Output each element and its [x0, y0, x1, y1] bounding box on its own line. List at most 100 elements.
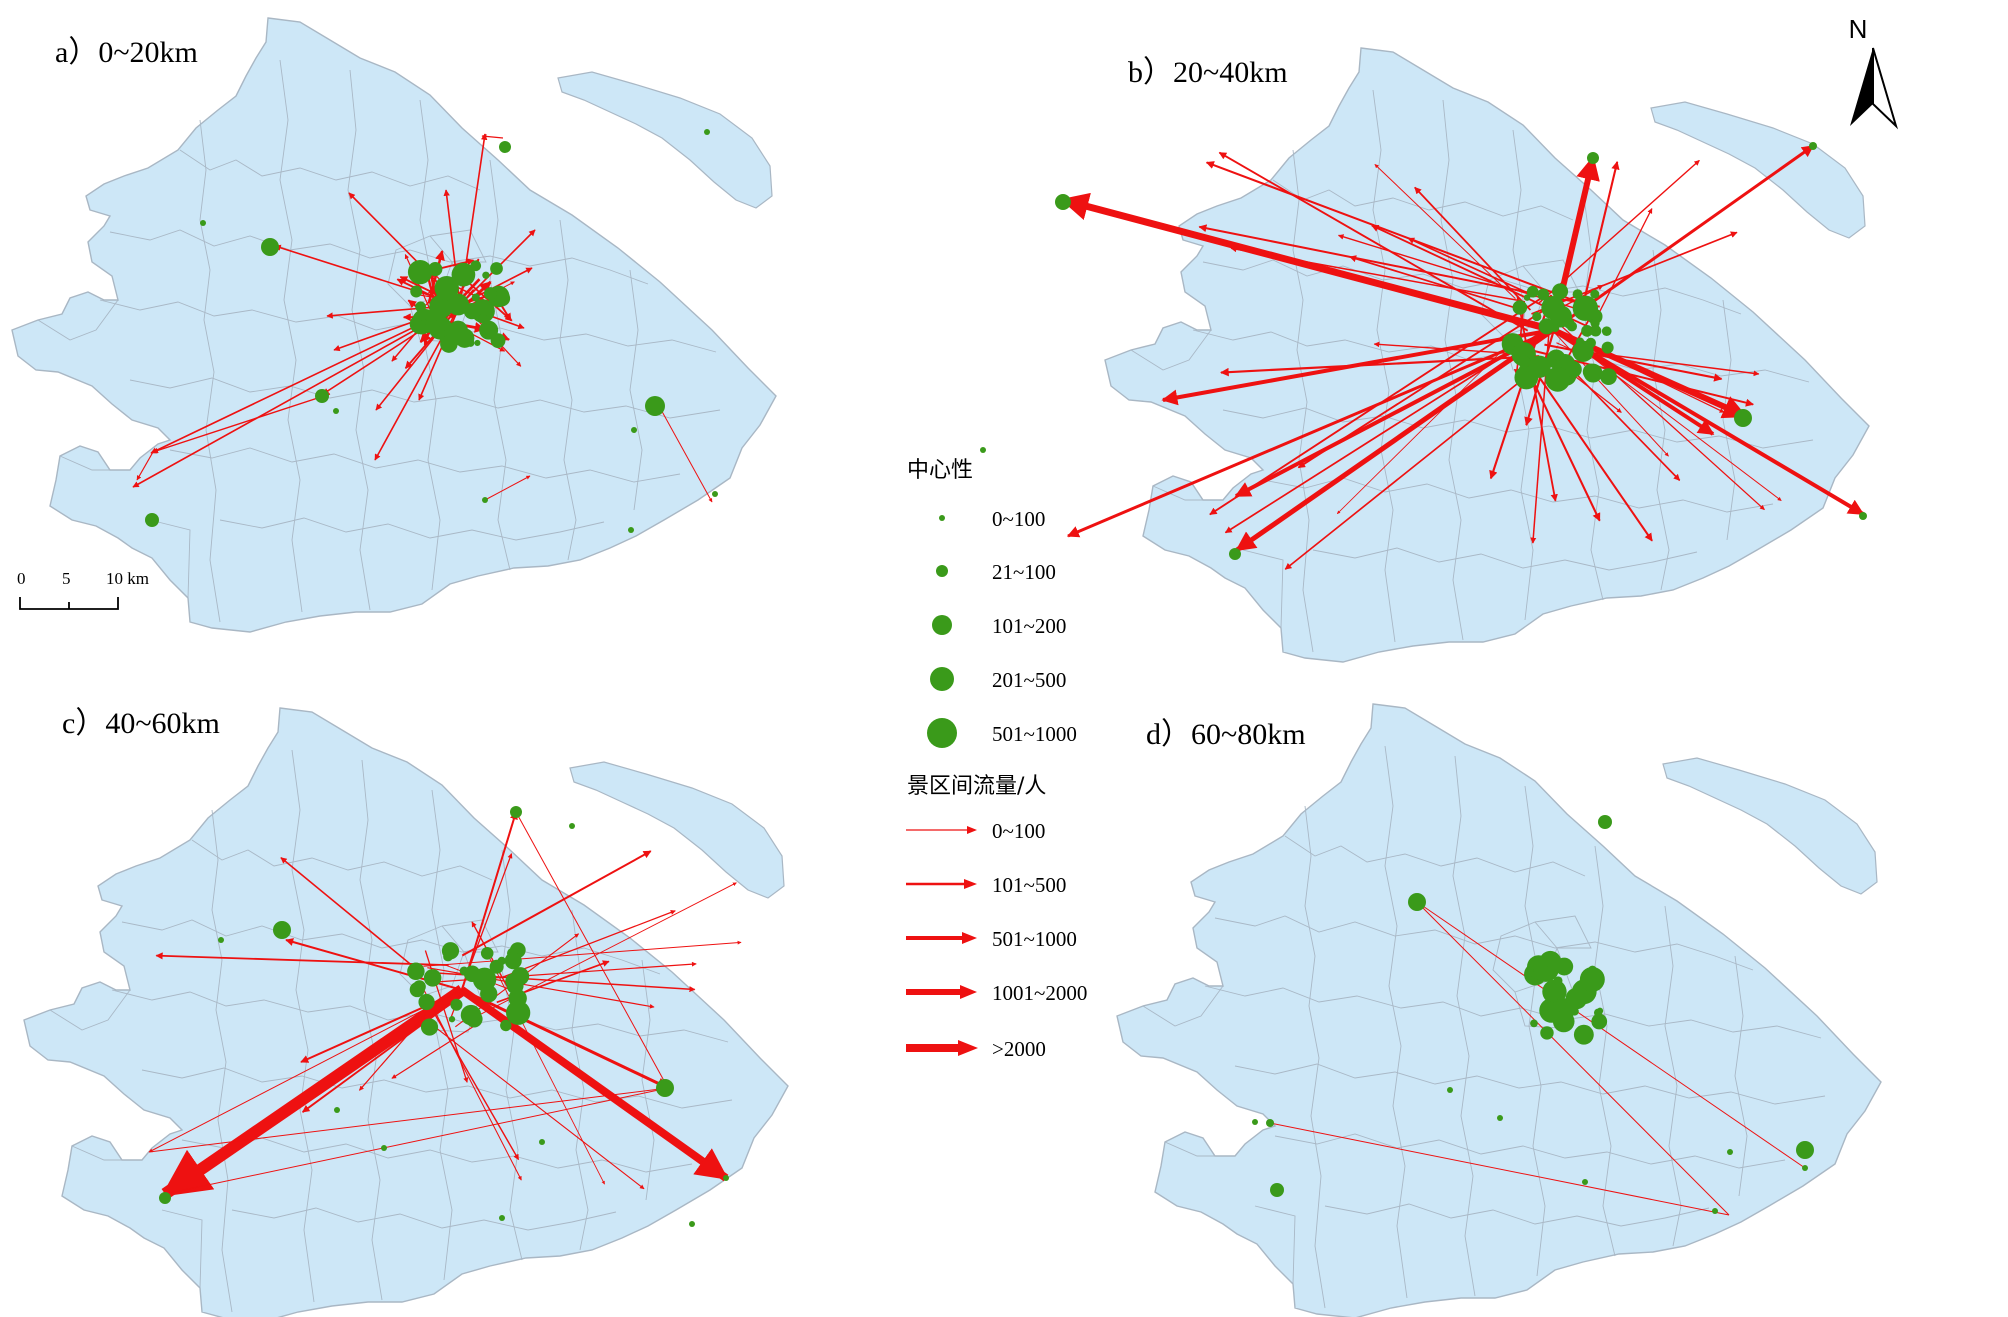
flow-arrow	[1220, 355, 1540, 377]
scenic-node	[1518, 355, 1531, 368]
legend-node-3	[930, 667, 954, 691]
flow-arrow	[423, 940, 742, 967]
flow-arrow	[1516, 295, 1558, 502]
legend-node-0	[939, 515, 945, 521]
scenic-node	[1533, 963, 1550, 981]
scenic-node	[447, 293, 470, 316]
scenic-node	[1600, 368, 1617, 386]
scenic-node	[1541, 295, 1565, 320]
scale-bar: 0 5 10 km	[17, 569, 149, 610]
scenic-node	[334, 1107, 340, 1113]
node-points	[1252, 815, 1814, 1214]
flow-arrow	[449, 853, 513, 1022]
flow-arrow	[1230, 246, 1522, 302]
legend-centrality-0: 0~100	[992, 507, 1045, 531]
flow-arrow	[1416, 901, 1730, 1216]
flow-arrow	[420, 1016, 645, 1190]
flow-arrow	[1416, 901, 1806, 1169]
north-arrow-left-half	[1850, 48, 1873, 126]
scenic-node	[381, 1145, 387, 1151]
scenic-node	[1591, 1013, 1608, 1030]
flow-arrow	[418, 304, 461, 401]
scenic-node	[1601, 326, 1612, 337]
scenic-node	[1542, 979, 1567, 1004]
flow-arrow	[1349, 255, 1518, 310]
scenic-node	[478, 313, 489, 324]
scenic-node	[1712, 1208, 1718, 1214]
scenic-node	[1538, 318, 1555, 335]
flow-arrow	[422, 988, 522, 1181]
panel-b-map	[980, 47, 1870, 663]
flow-arrow	[161, 985, 466, 1199]
flow-arrow	[1205, 161, 1586, 306]
panel-b-title: b）20~40km	[1128, 56, 1288, 89]
scenic-node	[474, 339, 481, 346]
scenic-node	[1573, 1024, 1594, 1045]
scenic-node	[631, 427, 637, 433]
scenic-node	[483, 287, 497, 301]
scenic-node	[460, 1004, 482, 1026]
panel-a-title: a）0~20km	[55, 36, 198, 69]
scenic-node	[645, 396, 665, 416]
flow-arrow	[461, 811, 518, 991]
scenic-node	[472, 967, 497, 992]
scenic-node	[1528, 355, 1551, 378]
scenic-node	[1565, 361, 1582, 378]
flow-arrow	[1552, 144, 1814, 332]
scenic-node	[1859, 512, 1867, 520]
chongming-island	[1662, 757, 1878, 895]
scenic-node	[1809, 142, 1817, 150]
scenic-node	[1581, 324, 1593, 337]
scenic-node	[479, 320, 499, 340]
panel-a-map: a）0~20km	[11, 17, 777, 633]
scenic-node	[1601, 341, 1614, 354]
scenic-node	[1512, 300, 1528, 315]
legend-centrality-1: 21~100	[992, 560, 1056, 584]
north-arrow-right-half	[1872, 47, 1899, 130]
flow-arrow	[1407, 237, 1537, 298]
legend-centrality-3: 201~500	[992, 668, 1066, 692]
scenic-node	[1563, 318, 1575, 329]
flow-arrow	[280, 857, 416, 969]
north-arrow: N	[1849, 14, 1899, 130]
scenic-node	[1734, 409, 1752, 427]
scenic-node	[569, 823, 575, 829]
flow-arrow	[150, 304, 461, 454]
panel-c-title: c）40~60km	[62, 707, 220, 740]
flow-arrow	[358, 1014, 426, 1091]
scenic-node	[448, 1016, 456, 1023]
scenic-node	[704, 129, 710, 135]
scenic-node	[145, 513, 159, 527]
flow-arrow	[1269, 1121, 1730, 1216]
panel-d-title: d）60~80km	[1146, 718, 1306, 751]
flow-arrow	[1209, 297, 1542, 516]
legend-flow-head-4	[958, 1040, 978, 1056]
scenic-node	[1551, 324, 1560, 332]
scenic-node	[1545, 366, 1571, 392]
legend-node-4	[927, 718, 957, 748]
scenic-node	[1583, 363, 1603, 383]
flow-arrow	[148, 1086, 669, 1153]
scenic-node	[1802, 1165, 1808, 1171]
scenic-node	[489, 959, 504, 974]
flow-arrow	[155, 952, 449, 967]
scale-bar-line	[19, 597, 119, 610]
legend-centrality-2: 101~200	[992, 614, 1066, 638]
scenic-node	[443, 951, 453, 962]
scenic-node	[429, 294, 453, 319]
scenic-node	[1796, 1141, 1814, 1159]
node-points	[159, 806, 729, 1227]
flow-arrow	[1585, 351, 1760, 377]
scenic-node	[471, 293, 480, 302]
scenic-node	[420, 1018, 439, 1036]
flow-arrow	[1284, 350, 1559, 570]
scenic-node	[712, 491, 718, 497]
flow-lines	[1269, 901, 1806, 1216]
legend-node-1	[936, 565, 948, 577]
flow-arrow	[1297, 307, 1548, 469]
flow-arrow	[1060, 192, 1554, 334]
scenic-node	[440, 335, 458, 353]
scenic-node	[1593, 1008, 1603, 1017]
scenic-node	[412, 980, 426, 994]
